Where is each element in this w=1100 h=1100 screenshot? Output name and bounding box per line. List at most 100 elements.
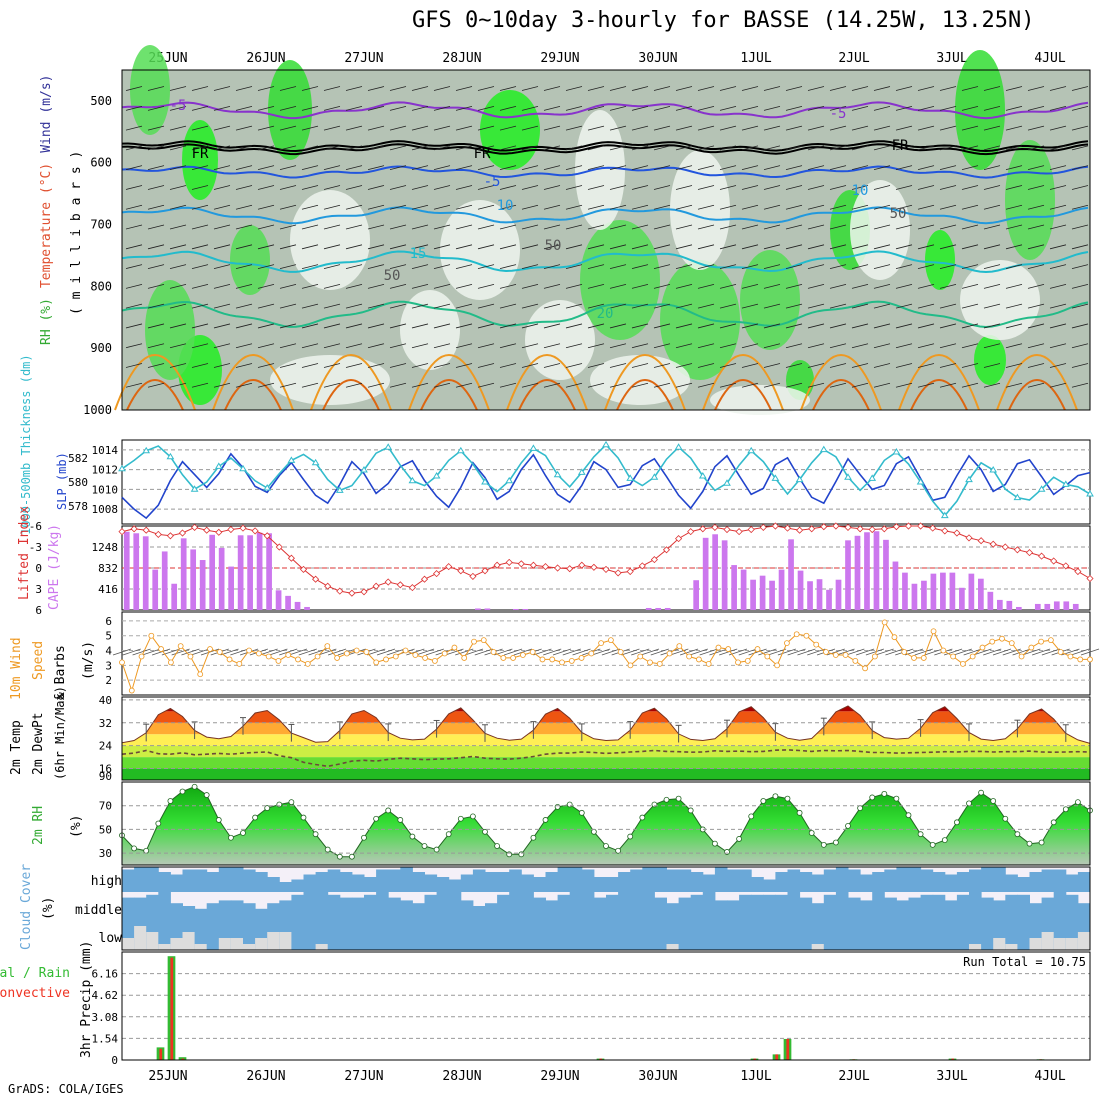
wind-barb [983,145,1001,151]
date-label-bottom: 4JUL [1034,1069,1065,1084]
cloud-cell [158,872,171,892]
cape-bar [237,535,244,610]
temperature-contour [224,379,282,411]
cloud-cell [485,903,498,920]
wind-barb [719,105,737,111]
wind-barb [477,264,495,269]
wind-barb [521,363,539,368]
cape-bar [788,539,794,610]
wind-barb [191,224,209,230]
wind-barb [499,145,517,151]
wind-barb [433,303,451,309]
wind-speed-point [832,652,839,658]
cape-bar [759,575,766,610]
wind-speed-point [1047,637,1054,644]
thickness-line-point [360,466,368,473]
cloud-cell [436,920,450,950]
cloud-cell [400,867,413,892]
wind-speed-point [862,665,869,672]
cloud-cell [642,892,655,920]
cloud-cell [1041,869,1055,892]
slp-tick-label: 1014 [92,444,119,457]
wind-speed-point [422,655,429,661]
lifted-index-point [1086,574,1094,583]
wind-barb [885,648,904,656]
wind-speed-point [216,649,223,655]
wind-barb [521,165,539,171]
wind-barb [169,125,187,131]
pressure-tick-label: 500 [90,94,112,108]
lifted-index-point [239,524,247,532]
cape-bar [664,607,671,610]
cloud-cell [823,869,837,892]
wind-barb [719,648,738,656]
cape-bar [987,591,994,610]
dewpoint-line [121,749,1091,768]
contour-label: 50 [890,206,907,222]
cloud-cell [303,874,317,892]
wind-speed-point [1077,656,1084,663]
wind-barb [983,283,1001,289]
wind-barb [477,125,495,131]
wind-barb [675,185,693,190]
li-tick-label: 0 [35,562,42,575]
rh-point [639,814,646,821]
cloud-cell [690,894,704,920]
wind-barb [455,363,473,368]
wind-barb [1027,224,1045,230]
wind-barb [213,343,231,349]
cloud-cell [1005,874,1018,892]
wind-barb [345,303,363,309]
cloud-cell [1017,920,1030,950]
lifted-index-point [178,529,187,537]
rh-area [268,60,312,160]
rh-point [820,841,827,848]
wind-barb [543,86,561,91]
wind-barb [411,283,429,289]
cloud-cell [678,897,692,920]
temperature-contour [812,379,870,411]
temperature-contour [121,300,1089,329]
wind-barb [1049,185,1067,190]
wind-barb [807,303,825,309]
thickness-line-point [626,474,635,481]
wind-barb [213,185,231,190]
wind-speed-point [295,656,301,663]
wind-barb [389,303,407,309]
wind-barb [1005,283,1023,289]
wind-barb [679,648,699,656]
wind-speed-point [138,653,145,660]
cloud-cell [811,920,825,950]
wind-barb [125,382,143,388]
cloud-cell [472,906,486,920]
cloud-level-label: high [91,874,122,889]
wind-barb [257,264,275,269]
cape-bar [218,547,225,610]
wind-barb [433,165,451,171]
cape-bar [475,608,481,610]
lifted-index-point [191,523,199,531]
wind-barb [895,343,913,349]
pressure-frame [121,439,1091,525]
wind-barb [961,165,979,171]
wind-barb [939,204,957,210]
rh-frame [121,781,1091,866]
cloud-cell-low [1077,932,1091,950]
cloud-cell [1017,877,1030,892]
wind-barb [323,244,341,250]
wind-barb [455,165,473,171]
wind-barb [345,363,363,368]
lifted-index-point [1074,567,1082,576]
lifted-index-point [118,528,126,536]
wind-barb [741,105,759,111]
wind-speed-point [1008,640,1015,647]
date-label-top: 27JUN [344,51,383,66]
wind-barb [763,224,781,230]
lifted-index-point [953,529,961,537]
wind-barb [257,382,275,388]
wind-speed-point [1067,653,1074,660]
wind-speed-point [490,649,497,655]
wind-barb [147,145,165,151]
cloud-cell [932,920,946,950]
temperature-contour [310,354,392,411]
